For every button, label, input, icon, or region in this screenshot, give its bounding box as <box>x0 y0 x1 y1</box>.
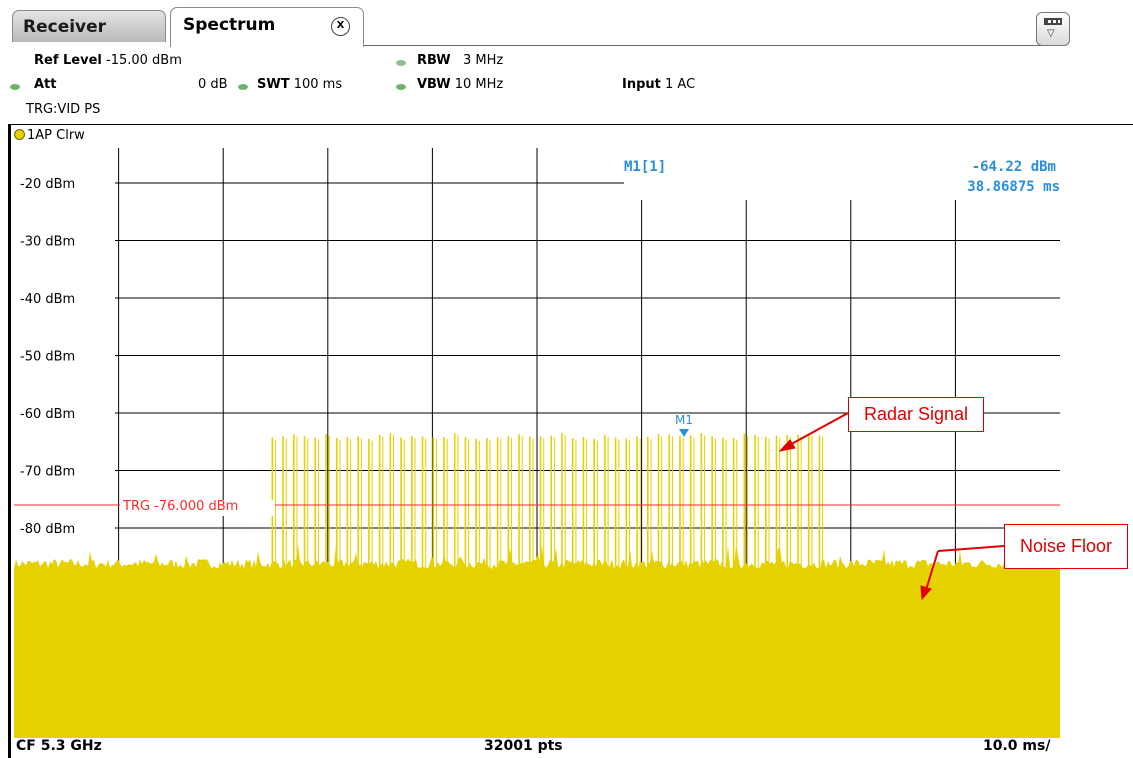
ref-level-setting: Ref Level -15.00 dBm <box>34 53 182 68</box>
y-tick-label: -20 dBm <box>20 177 75 192</box>
trace-indicator-icon <box>14 129 25 140</box>
noise-floor-callout-text: Noise Floor <box>1019 536 1113 556</box>
att-setting: Att <box>34 77 57 92</box>
swt-status-led <box>238 84 248 90</box>
triangle-down-icon: ▽ <box>1047 28 1055 39</box>
diagram-frame <box>8 124 1133 758</box>
vbw-status-led <box>396 84 406 90</box>
ref-level-label: Ref Level <box>34 53 102 68</box>
noise-callout-arrow <box>920 545 1005 601</box>
tab-bar: Receiver Spectrum X ▽ <box>0 0 1133 48</box>
center-frequency-value: CF 5.3 GHz <box>16 738 102 754</box>
vbw-value: 10 MHz <box>454 77 504 92</box>
noise-floor-trace <box>14 544 1060 738</box>
marker-tag: M1 <box>675 413 693 427</box>
rbw-status-led <box>396 60 406 66</box>
input-setting: Input 1 AC <box>622 77 695 92</box>
input-label: Input <box>622 77 661 92</box>
layout-menu-button[interactable]: ▽ <box>1036 12 1070 46</box>
diagram-top-border <box>8 124 1133 125</box>
y-axis-labels: -20 dBm -30 dBm -40 dBm -50 dBm -60 dBm -70 d… <box>20 177 75 537</box>
y-tick-label: -40 dBm <box>20 292 75 307</box>
time-per-div-label: 10.0 ms/ <box>983 738 1050 754</box>
radar-signal-callout: Radar Signal <box>848 397 984 432</box>
noise-floor-callout: Noise Floor <box>1004 524 1128 569</box>
marker-time: 38.86875 ms <box>967 179 1060 195</box>
input-value: 1 AC <box>665 77 696 92</box>
marker-triangle-icon <box>679 429 689 437</box>
rbw-label: RBW <box>417 53 451 68</box>
rbw-value: 3 MHz <box>462 53 504 68</box>
marker-name: M1[1] <box>624 159 666 175</box>
att-value: 0 dB <box>198 77 228 92</box>
ref-level-value: -15.00 dBm <box>106 53 182 68</box>
tab-receiver[interactable]: Receiver <box>12 10 166 42</box>
trace-label-text: 1AP Clrw <box>27 128 85 143</box>
noise-floor-fill <box>14 544 1060 738</box>
att-status-led <box>10 84 20 90</box>
rbw-setting: RBW 3 MHz <box>417 53 503 68</box>
y-tick-label: -80 dBm <box>20 522 75 537</box>
tab-spectrum[interactable]: Spectrum X <box>170 7 364 47</box>
tab-receiver-label: Receiver <box>23 17 107 37</box>
trigger-value: TRG:VID PS <box>26 102 101 117</box>
center-frequency-label: CF 5.3 GHz <box>16 738 102 754</box>
radar-pulse-trace <box>271 433 824 569</box>
vbw-label: VBW <box>417 77 451 92</box>
radar-callout-arrow <box>778 412 849 452</box>
trace-label[interactable]: 1AP Clrw <box>14 128 85 143</box>
vbw-setting: VBW 10 MHz <box>417 77 503 92</box>
marker-level: -64.22 dBm <box>972 159 1056 175</box>
trigger-setting: TRG:VID PS <box>26 102 100 117</box>
y-tick-label: -30 dBm <box>20 235 75 250</box>
grid-icon <box>1044 18 1062 25</box>
y-tick-label: -50 dBm <box>20 350 75 365</box>
swt-setting: SWT 100 ms <box>257 77 342 92</box>
trigger-level-label: TRG -76.000 dBm <box>122 499 238 514</box>
att-value-setting: 0 dB <box>198 77 228 92</box>
close-tab-icon[interactable]: X <box>331 17 350 36</box>
tab-spectrum-label: Spectrum <box>183 15 276 35</box>
sweep-points-value: 32001 pts <box>484 738 563 754</box>
radar-signal-callout-text: Radar Signal <box>863 404 969 424</box>
trigger-label-bg <box>120 500 275 516</box>
att-label: Att <box>34 77 57 92</box>
y-tick-label: -70 dBm <box>20 465 75 480</box>
swt-label: SWT <box>257 77 290 92</box>
time-per-div-value: 10.0 ms/ <box>983 738 1051 754</box>
sweep-points-label: 32001 pts <box>484 738 563 754</box>
y-tick-label: -60 dBm <box>20 407 75 422</box>
tab-divider <box>364 45 1064 46</box>
swt-value: 100 ms <box>293 77 343 92</box>
